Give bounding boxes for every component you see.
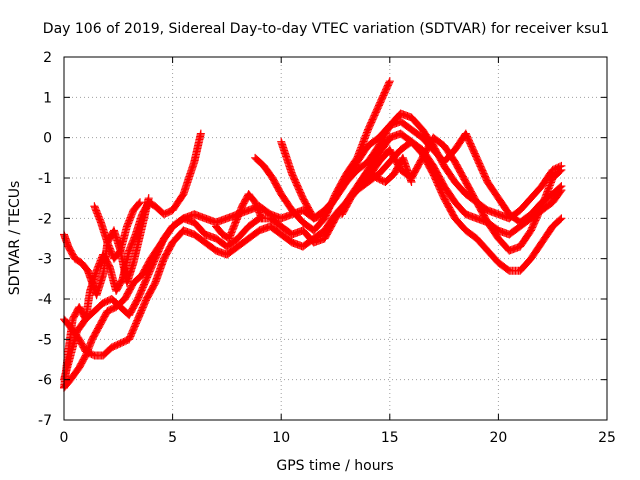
data-point: [136, 198, 145, 207]
series-track-6: [90, 198, 145, 263]
y-tick-label: -4: [38, 292, 52, 308]
series-track-10: [212, 190, 266, 243]
data-point: [257, 214, 266, 223]
y-tick-label: -5: [38, 332, 52, 348]
x-tick-label: 10: [272, 430, 290, 446]
data-point: [556, 183, 565, 192]
y-axis-label: SDTVAR / TECUs: [7, 181, 23, 296]
y-tick-label: 1: [43, 90, 52, 106]
series-track-11: [338, 153, 416, 219]
y-tick-label: 2: [43, 50, 52, 66]
data-point: [385, 77, 394, 86]
data-point: [557, 182, 566, 191]
y-tick-label: -6: [38, 373, 52, 389]
y-tick-label: -2: [38, 211, 52, 227]
data-point: [407, 178, 416, 187]
series-track-5: [60, 194, 153, 299]
series-track-9: [353, 133, 566, 255]
data-point: [196, 129, 205, 138]
data-point: [557, 214, 566, 223]
plot-frame: [63, 56, 608, 421]
x-tick-label: 25: [598, 430, 616, 446]
axis-ticks: 0 5 10 15 20 25 -7 -6 -5 -4 -3 -2 -1 0 1 2: [38, 50, 616, 446]
y-tick-label: 0: [43, 131, 52, 147]
chart-title: Day 106 of 2019, Sidereal Day-to-day VTE…: [43, 21, 609, 37]
x-tick-label: 15: [381, 430, 399, 446]
data-point: [385, 78, 394, 87]
data-point: [135, 199, 144, 208]
data-series: [60, 77, 566, 392]
y-tick-label: -7: [38, 413, 52, 429]
x-tick-label: 20: [489, 430, 507, 446]
x-tick-label: 5: [168, 430, 177, 446]
data-point: [557, 165, 566, 174]
y-tick-label: -1: [38, 171, 52, 187]
data-point: [556, 215, 565, 224]
y-tick-label: -3: [38, 252, 52, 268]
data-point: [144, 194, 153, 203]
x-axis-label: GPS time / hours: [276, 458, 393, 474]
x-tick-label: 0: [60, 430, 69, 446]
data-point: [556, 166, 565, 175]
